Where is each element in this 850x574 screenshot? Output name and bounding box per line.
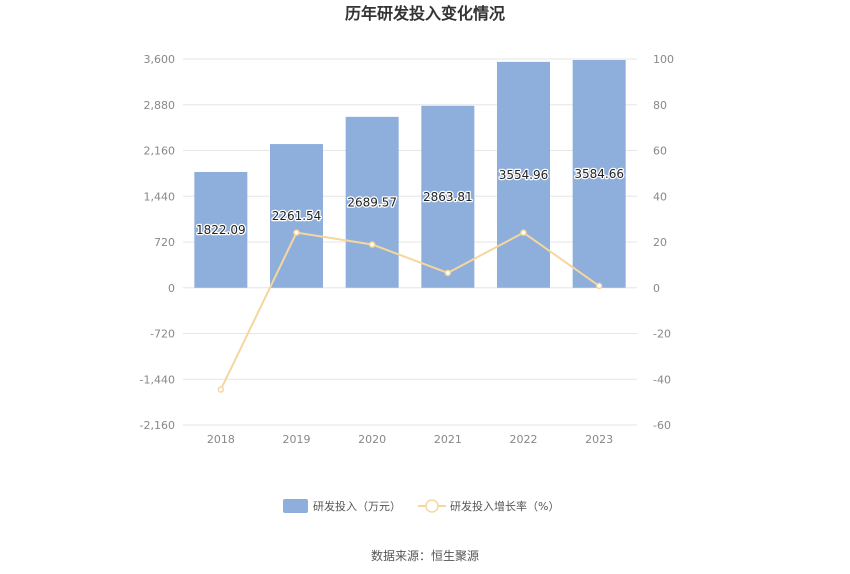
growth-line-series	[217, 229, 603, 393]
growth-point[interactable]	[293, 229, 300, 236]
left-tick-label: 2,880	[144, 99, 176, 112]
bar-value-labels: 1822.09 2261.54 2689.57 2863.81 3554.96 3584.…	[195, 166, 625, 238]
bar[interactable]	[194, 171, 248, 288]
bar-value-label: 3584.66	[574, 167, 624, 181]
right-tick-label: 20	[653, 236, 667, 249]
bar-series	[194, 59, 626, 288]
legend-line-label: 研发投入增长率（%）	[450, 499, 559, 513]
legend-bar-label: 研发投入（万元）	[313, 499, 401, 513]
left-tick-label: 2,160	[144, 145, 176, 158]
x-tick-label: 2020	[358, 433, 386, 446]
growth-point[interactable]	[520, 229, 527, 236]
bar-value-label: 2261.54	[272, 209, 322, 223]
growth-point[interactable]	[368, 241, 376, 248]
legend-item-line[interactable]: 研发投入增长率（%）	[418, 499, 559, 513]
bar[interactable]	[572, 59, 626, 288]
left-tick-label: 3,600	[144, 53, 176, 66]
x-tick-label: 2021	[434, 433, 462, 446]
left-tick-label: 720	[154, 236, 175, 249]
left-tick-label: 0	[168, 282, 175, 295]
bar-value-label: 3554.96	[499, 168, 549, 182]
legend: 研发投入（万元） 研发投入增长率（%）	[283, 499, 559, 513]
x-tick-label: 2023	[585, 433, 613, 446]
bar[interactable]	[345, 116, 399, 288]
left-tick-label: -1,440	[140, 373, 175, 386]
legend-item-bar[interactable]: 研发投入（万元）	[283, 499, 401, 513]
growth-line	[219, 231, 600, 390]
bar[interactable]	[270, 144, 323, 288]
bar-value-label: 1822.09	[196, 223, 246, 237]
data-source: 数据来源：恒生聚源	[371, 548, 479, 563]
right-tick-label: -20	[653, 328, 671, 341]
bar-value-label: 2863.81	[423, 190, 473, 204]
legend-bar-swatch	[283, 499, 308, 513]
left-tick-label: -2,160	[140, 419, 175, 432]
right-tick-label: 40	[653, 190, 667, 203]
bar[interactable]	[497, 61, 550, 288]
bar-value-label: 2689.57	[347, 195, 397, 209]
left-tick-label: 1,440	[144, 190, 176, 203]
chart-title: 历年研发投入变化情况	[345, 4, 505, 23]
left-axis-ticks: 3,600 2,880 2,160 1,440 720 0 -720 -1,440 -2,160	[140, 53, 175, 432]
right-tick-label: 60	[653, 145, 667, 158]
growth-point[interactable]	[595, 282, 603, 290]
right-tick-label: -40	[653, 373, 671, 386]
bar[interactable]	[421, 105, 475, 288]
grid-lines	[183, 58, 637, 426]
growth-point[interactable]	[444, 269, 452, 277]
x-tick-label: 2018	[207, 433, 235, 446]
right-tick-label: 80	[653, 99, 667, 112]
right-tick-label: -60	[653, 419, 671, 432]
right-axis-ticks: 100 80 60 40 20 0 -20 -40 -60	[653, 53, 674, 432]
right-tick-label: 100	[653, 53, 674, 66]
left-tick-label: -720	[150, 328, 175, 341]
growth-point[interactable]	[217, 386, 225, 393]
x-tick-label: 2019	[283, 433, 311, 446]
x-tick-label: 2022	[510, 433, 538, 446]
x-axis-ticks: 2018 2019 2020 2021 2022 2023	[207, 433, 613, 446]
right-tick-label: 0	[653, 282, 660, 295]
legend-line-marker	[425, 499, 439, 513]
